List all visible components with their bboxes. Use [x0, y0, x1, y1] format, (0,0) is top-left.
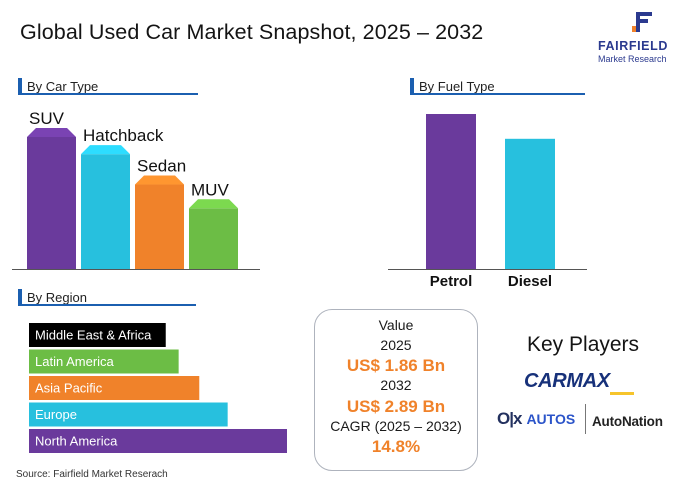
region-label-europe: Europe — [35, 407, 77, 422]
value-2025: US$ 1.86 Bn — [346, 356, 446, 375]
carmax-underline — [610, 392, 634, 395]
section-header-region: By Region — [18, 289, 196, 306]
car-type-label-suv: SUV — [29, 109, 65, 128]
region-label-asia-pacific: Asia Pacific — [35, 381, 103, 396]
fairfield-logo: FAIRFIELD Market Research — [596, 10, 688, 68]
section-title-region: By Region — [27, 289, 87, 305]
logo-name: FAIRFIELD — [598, 39, 668, 53]
car-type-bar-top-sedan — [135, 175, 184, 185]
section-header-fuel-type: By Fuel Type — [410, 78, 585, 95]
carmax-logo: CARMAX — [524, 370, 638, 398]
cagr-label: CAGR (2025 – 2032) — [330, 417, 462, 434]
car-type-bar-top-suv — [27, 128, 76, 137]
carmax-logo-text: CARMAX — [524, 370, 610, 392]
fairfield-logo-icon — [632, 12, 652, 32]
fuel-bar-petrol — [426, 114, 476, 269]
region-label-latin-america: Latin America — [35, 354, 115, 369]
autonation-logo: AutoNation — [592, 414, 663, 429]
olx-autos-text: AUTOS — [526, 411, 576, 427]
value-2032: US$ 2.89 Bn — [346, 396, 446, 416]
region-bar-europe — [29, 402, 228, 427]
section-title-fuel-type: By Fuel Type — [419, 78, 495, 94]
key-players-divider — [585, 404, 586, 434]
value-label: Value — [378, 317, 414, 333]
cagr-value: 14.8% — [371, 437, 421, 456]
region-bar-asia-pacific — [29, 376, 200, 400]
source-note: Source: Fairfield Market Reserach — [16, 469, 168, 480]
fuel-label-petrol: Petrol — [430, 273, 473, 290]
car-type-label-muv: MUV — [191, 180, 229, 199]
key-players-title: Key Players — [527, 333, 640, 356]
region-bar-north-america — [29, 429, 287, 453]
car-type-label-sedan: Sedan — [137, 157, 186, 176]
car-type-bar-hatchback — [81, 154, 130, 269]
section-header-car-type: By Car Type — [18, 78, 198, 95]
year-2025: 2025 — [380, 336, 412, 353]
car-type-bar-suv — [27, 137, 76, 269]
olx-autos-logo: O|x AUTOS — [497, 409, 575, 429]
region-label-north-america: North America — [35, 434, 118, 449]
section-title-car-type: By Car Type — [27, 78, 99, 94]
car-type-label-hatchback: Hatchback — [83, 126, 164, 145]
olx-logo-mark: O|x — [497, 409, 522, 428]
fuel-label-diesel: Diesel — [508, 273, 552, 290]
region-label-middle-east-africa: Middle East & Africa — [35, 328, 152, 343]
car-type-bar-sedan — [135, 184, 184, 269]
car-type-bar-top-muv — [189, 199, 238, 209]
region-bar-middle-east-africa — [29, 323, 166, 347]
car-type-bar-muv — [189, 208, 238, 269]
year-2032: 2032 — [380, 377, 412, 393]
page-title: Global Used Car Market Snapshot, 2025 – … — [20, 20, 484, 44]
logo-subtitle: Market Research — [598, 54, 667, 64]
car-type-bar-top-hatchback — [81, 145, 130, 155]
fuel-bar-diesel — [505, 138, 555, 269]
region-bar-latin-america — [29, 349, 179, 374]
market-value-box: Value 2025 US$ 1.86 Bn 2032 US$ 2.89 Bn … — [314, 309, 478, 471]
